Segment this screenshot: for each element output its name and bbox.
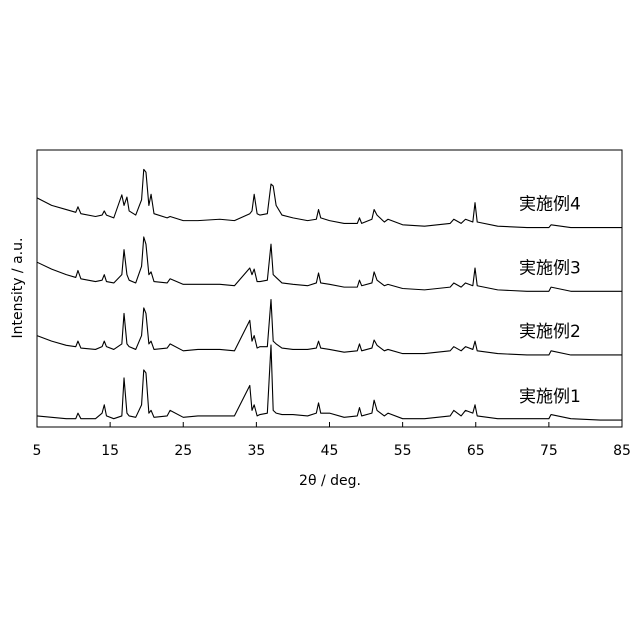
x-tick-label: 25: [174, 443, 192, 459]
chart: 2θ / deg. Intensity / a.u. 5 15 25 35 45 55 65…: [0, 0, 640, 640]
x-axis-label: 2θ / deg.: [299, 473, 361, 489]
x-tick-label: 35: [247, 443, 265, 459]
x-tick-label: 5: [33, 443, 42, 459]
x-tick-label: 75: [540, 443, 558, 459]
series-line: [37, 345, 622, 420]
x-tick-label: 85: [613, 443, 631, 459]
series-label: 実施例2: [519, 322, 581, 342]
x-tick-label: 65: [467, 443, 485, 459]
series-label: 実施例3: [519, 258, 581, 278]
x-tick-label: 15: [101, 443, 119, 459]
y-axis-label: Intensity / a.u.: [10, 238, 26, 339]
x-tick-label: 55: [394, 443, 412, 459]
series-label: 実施例4: [519, 195, 581, 215]
series-label: 実施例1: [519, 387, 581, 407]
x-tick-label: 45: [321, 443, 339, 459]
